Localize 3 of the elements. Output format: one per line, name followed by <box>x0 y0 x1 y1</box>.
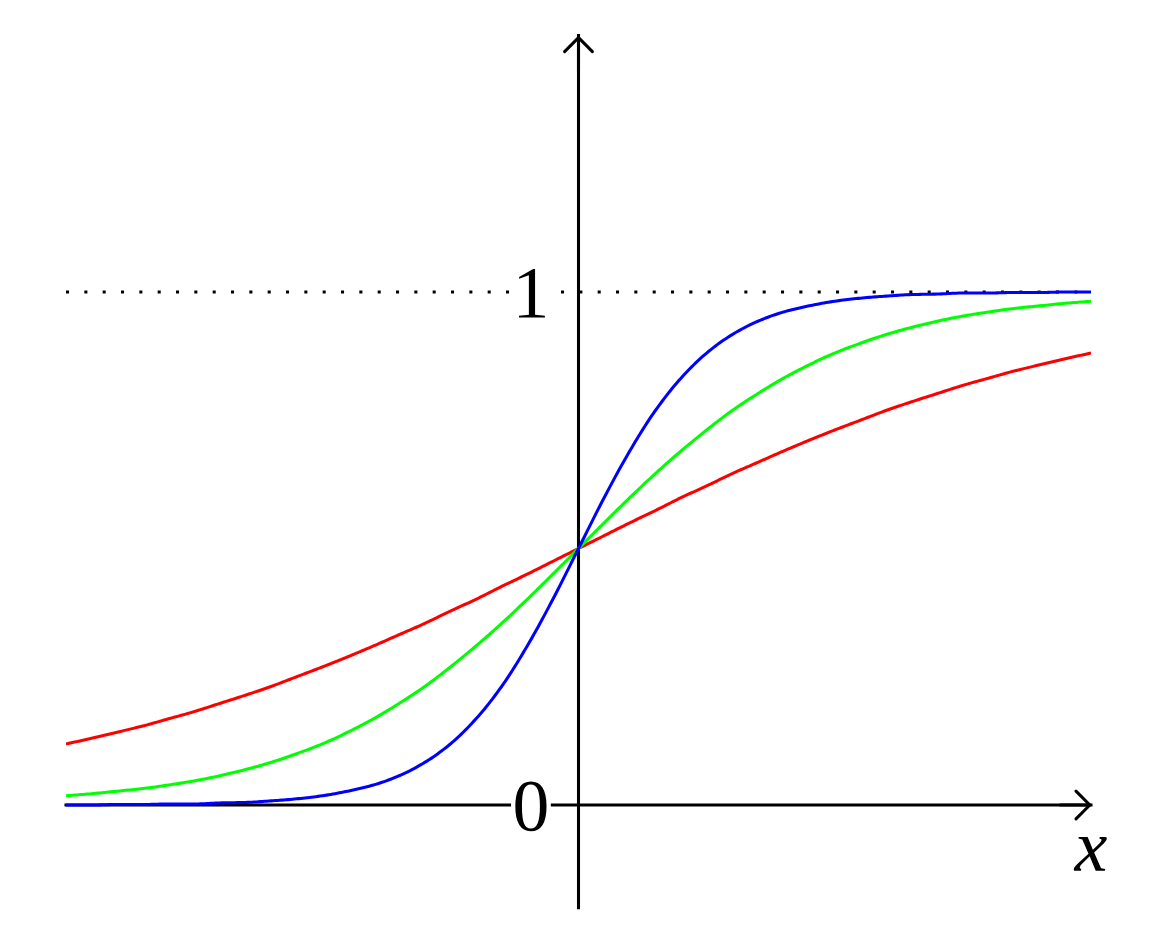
x-axis-title: x <box>1073 836 1107 871</box>
y-tick-label: 0 <box>515 781 547 832</box>
y-tick-label: 1 <box>519 268 545 318</box>
